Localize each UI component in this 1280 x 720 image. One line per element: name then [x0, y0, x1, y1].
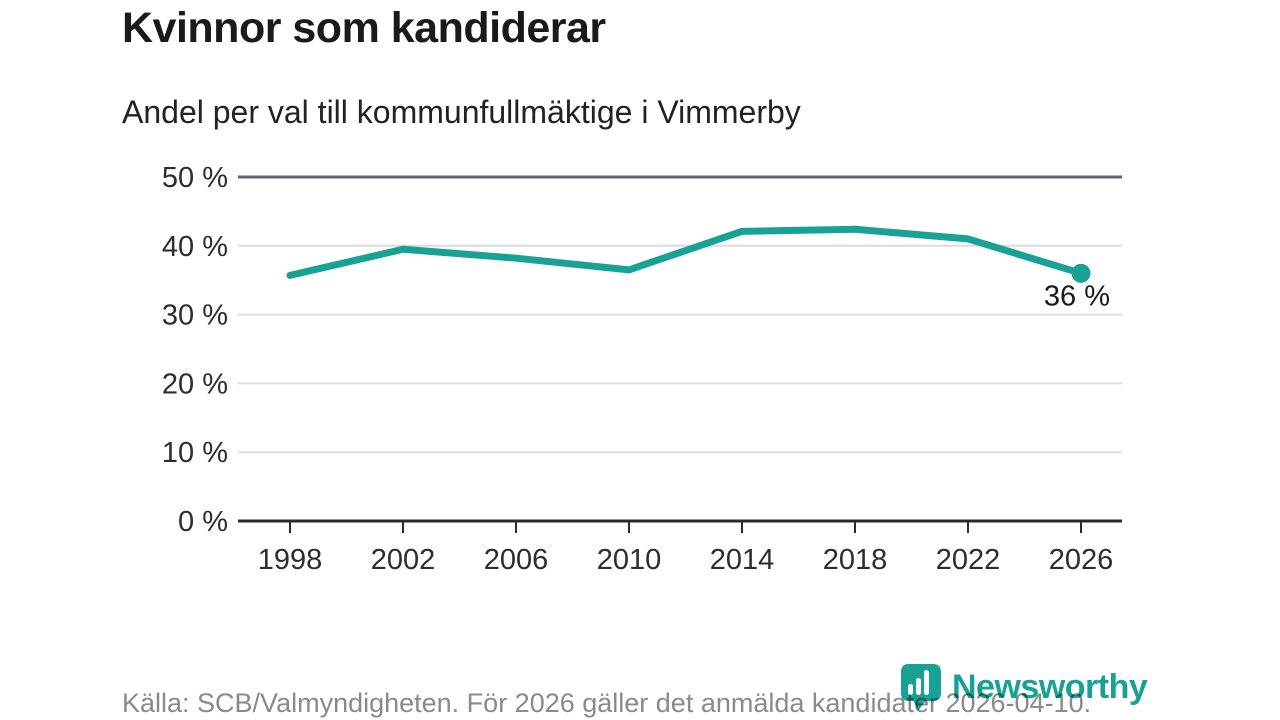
newsworthy-logo-icon: [901, 664, 941, 711]
svg-text:2002: 2002: [371, 544, 436, 576]
svg-text:10 %: 10 %: [162, 437, 228, 469]
page-title: Kvinnor som kandiderar: [122, 4, 606, 52]
source-note: Källa: SCB/Valmyndigheten. För 2026 gäll…: [122, 688, 1092, 718]
svg-text:1998: 1998: [258, 544, 323, 576]
line-chart: 0 % 10 % 20 % 30 % 40 % 50 % 1998 2002 2006 2010 2…: [162, 162, 1122, 576]
svg-text:2006: 2006: [484, 544, 549, 576]
svg-text:36 %: 36 %: [1044, 280, 1110, 312]
svg-text:20 %: 20 %: [162, 368, 228, 400]
page-subtitle: Andel per val till kommunfullmäktige i V…: [122, 94, 801, 130]
svg-text:0 %: 0 %: [178, 506, 228, 538]
svg-text:2014: 2014: [710, 544, 775, 576]
svg-text:2010: 2010: [597, 544, 662, 576]
newsworthy-logo-text: Newsworthy: [952, 668, 1148, 706]
svg-text:50 %: 50 %: [162, 162, 228, 194]
svg-text:2026: 2026: [1049, 544, 1114, 576]
newsworthy-logo: Newsworthy: [899, 663, 1148, 711]
svg-text:2022: 2022: [936, 544, 1001, 576]
svg-text:40 %: 40 %: [162, 231, 228, 263]
svg-text:2018: 2018: [823, 544, 888, 576]
svg-text:30 %: 30 %: [162, 300, 228, 332]
